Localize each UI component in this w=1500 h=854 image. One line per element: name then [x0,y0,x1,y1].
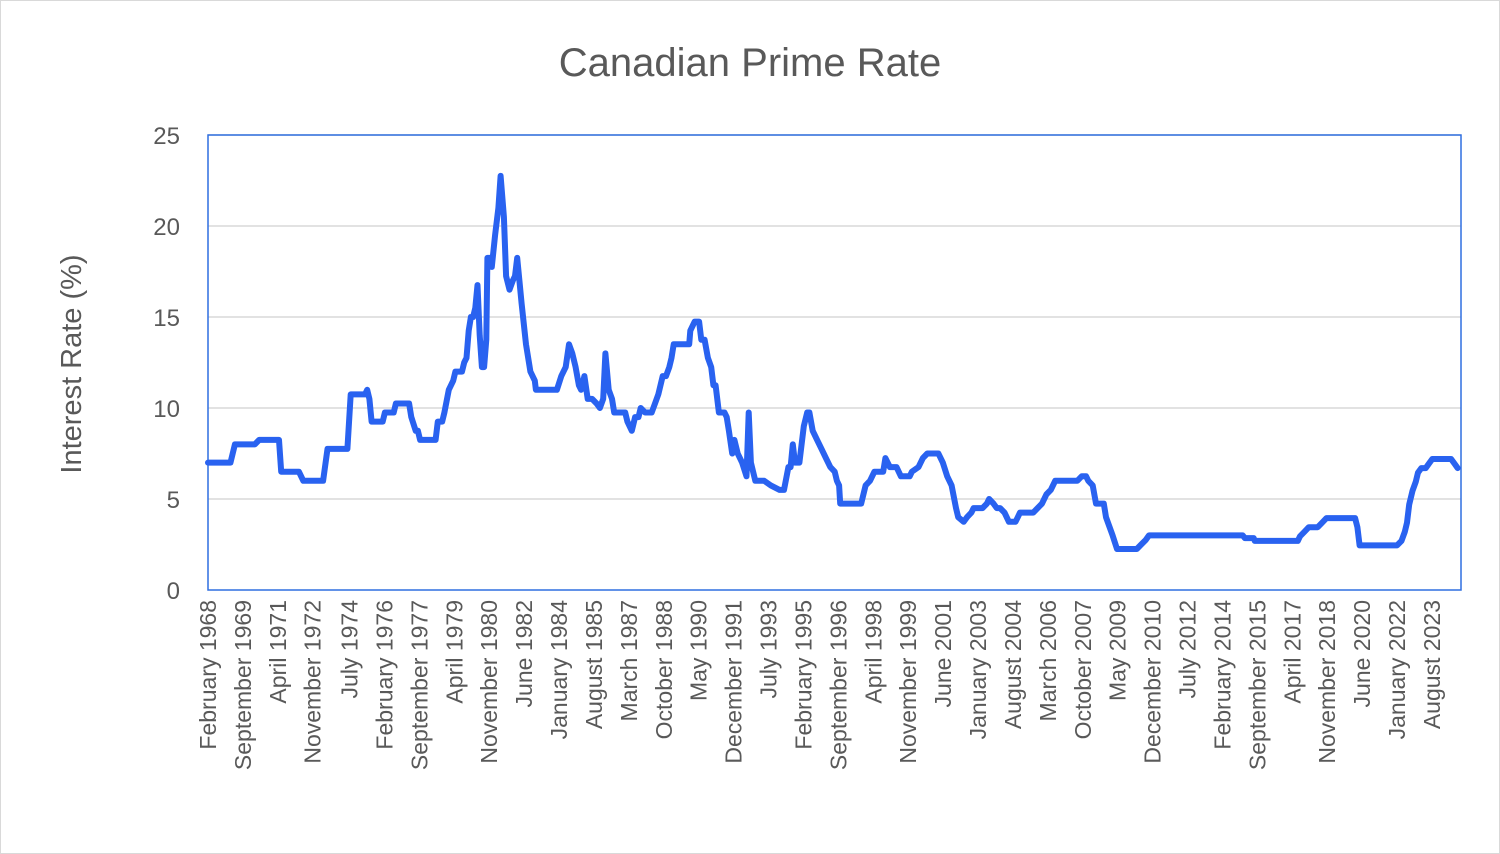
x-axis-ticks: February 1968 September 1969 April 1971 Nov… [195,600,1445,770]
x-tick-label: January 2022 [1384,600,1410,739]
x-tick-label: February 1976 [371,600,397,750]
x-tick-label: July 2012 [1175,600,1201,698]
x-tick-label: June 2001 [930,600,956,707]
y-tick-label: 10 [153,396,180,423]
x-tick-label: April 1998 [860,600,886,704]
x-tick-label: December 2010 [1140,600,1166,764]
x-tick-label: July 1993 [756,600,782,698]
x-tick-label: February 1968 [195,600,221,750]
x-tick-label: April 1971 [265,600,291,704]
x-tick-label: January 2003 [965,600,991,739]
x-tick-label: September 1977 [406,600,432,770]
gridlines [208,134,1461,500]
plot-area-border [207,134,1462,591]
x-tick-label: February 2014 [1209,600,1235,750]
x-tick-label: February 1995 [790,600,816,750]
x-tick-label: November 1999 [895,600,921,764]
y-axis-title: Interest Rate (%) [56,254,88,473]
x-tick-label: December 1991 [721,600,747,764]
chart-title: Canadian Prime Rate [559,41,941,85]
x-tick-label: November 1972 [300,600,326,764]
x-tick-label: November 1980 [476,600,502,764]
series-line-prime-rate [205,172,1461,552]
x-tick-label: March 1987 [616,600,642,721]
x-tick-label: July 1974 [337,600,363,699]
x-tick-label: May 2009 [1105,600,1131,701]
x-tick-label: September 1969 [230,600,256,770]
x-tick-label: September 1996 [825,600,851,770]
x-tick-label: May 1990 [686,600,712,701]
x-tick-label: June 2020 [1349,600,1375,707]
x-tick-label: August 2023 [1419,600,1445,729]
x-tick-label: August 1985 [581,600,607,729]
series-group [205,172,1461,552]
y-tick-label: 0 [167,578,180,605]
x-tick-label: November 2018 [1314,600,1340,764]
x-tick-label: August 2004 [1000,600,1026,729]
x-tick-label: April 1979 [441,600,467,704]
x-tick-label: September 2015 [1244,600,1270,770]
y-axis-ticks: 0 5 10 15 20 25 [153,123,180,605]
x-tick-label: June 1982 [511,600,537,707]
x-tick-label: October 1988 [651,600,677,739]
x-tick-label: April 2017 [1279,600,1305,704]
x-tick-label: March 2006 [1035,600,1061,721]
x-tick-label: January 1984 [546,600,572,740]
y-tick-label: 15 [153,305,180,332]
y-tick-label: 5 [167,487,180,514]
y-tick-label: 25 [153,123,180,150]
x-tick-label: October 2007 [1070,600,1096,739]
y-tick-label: 20 [153,214,180,241]
